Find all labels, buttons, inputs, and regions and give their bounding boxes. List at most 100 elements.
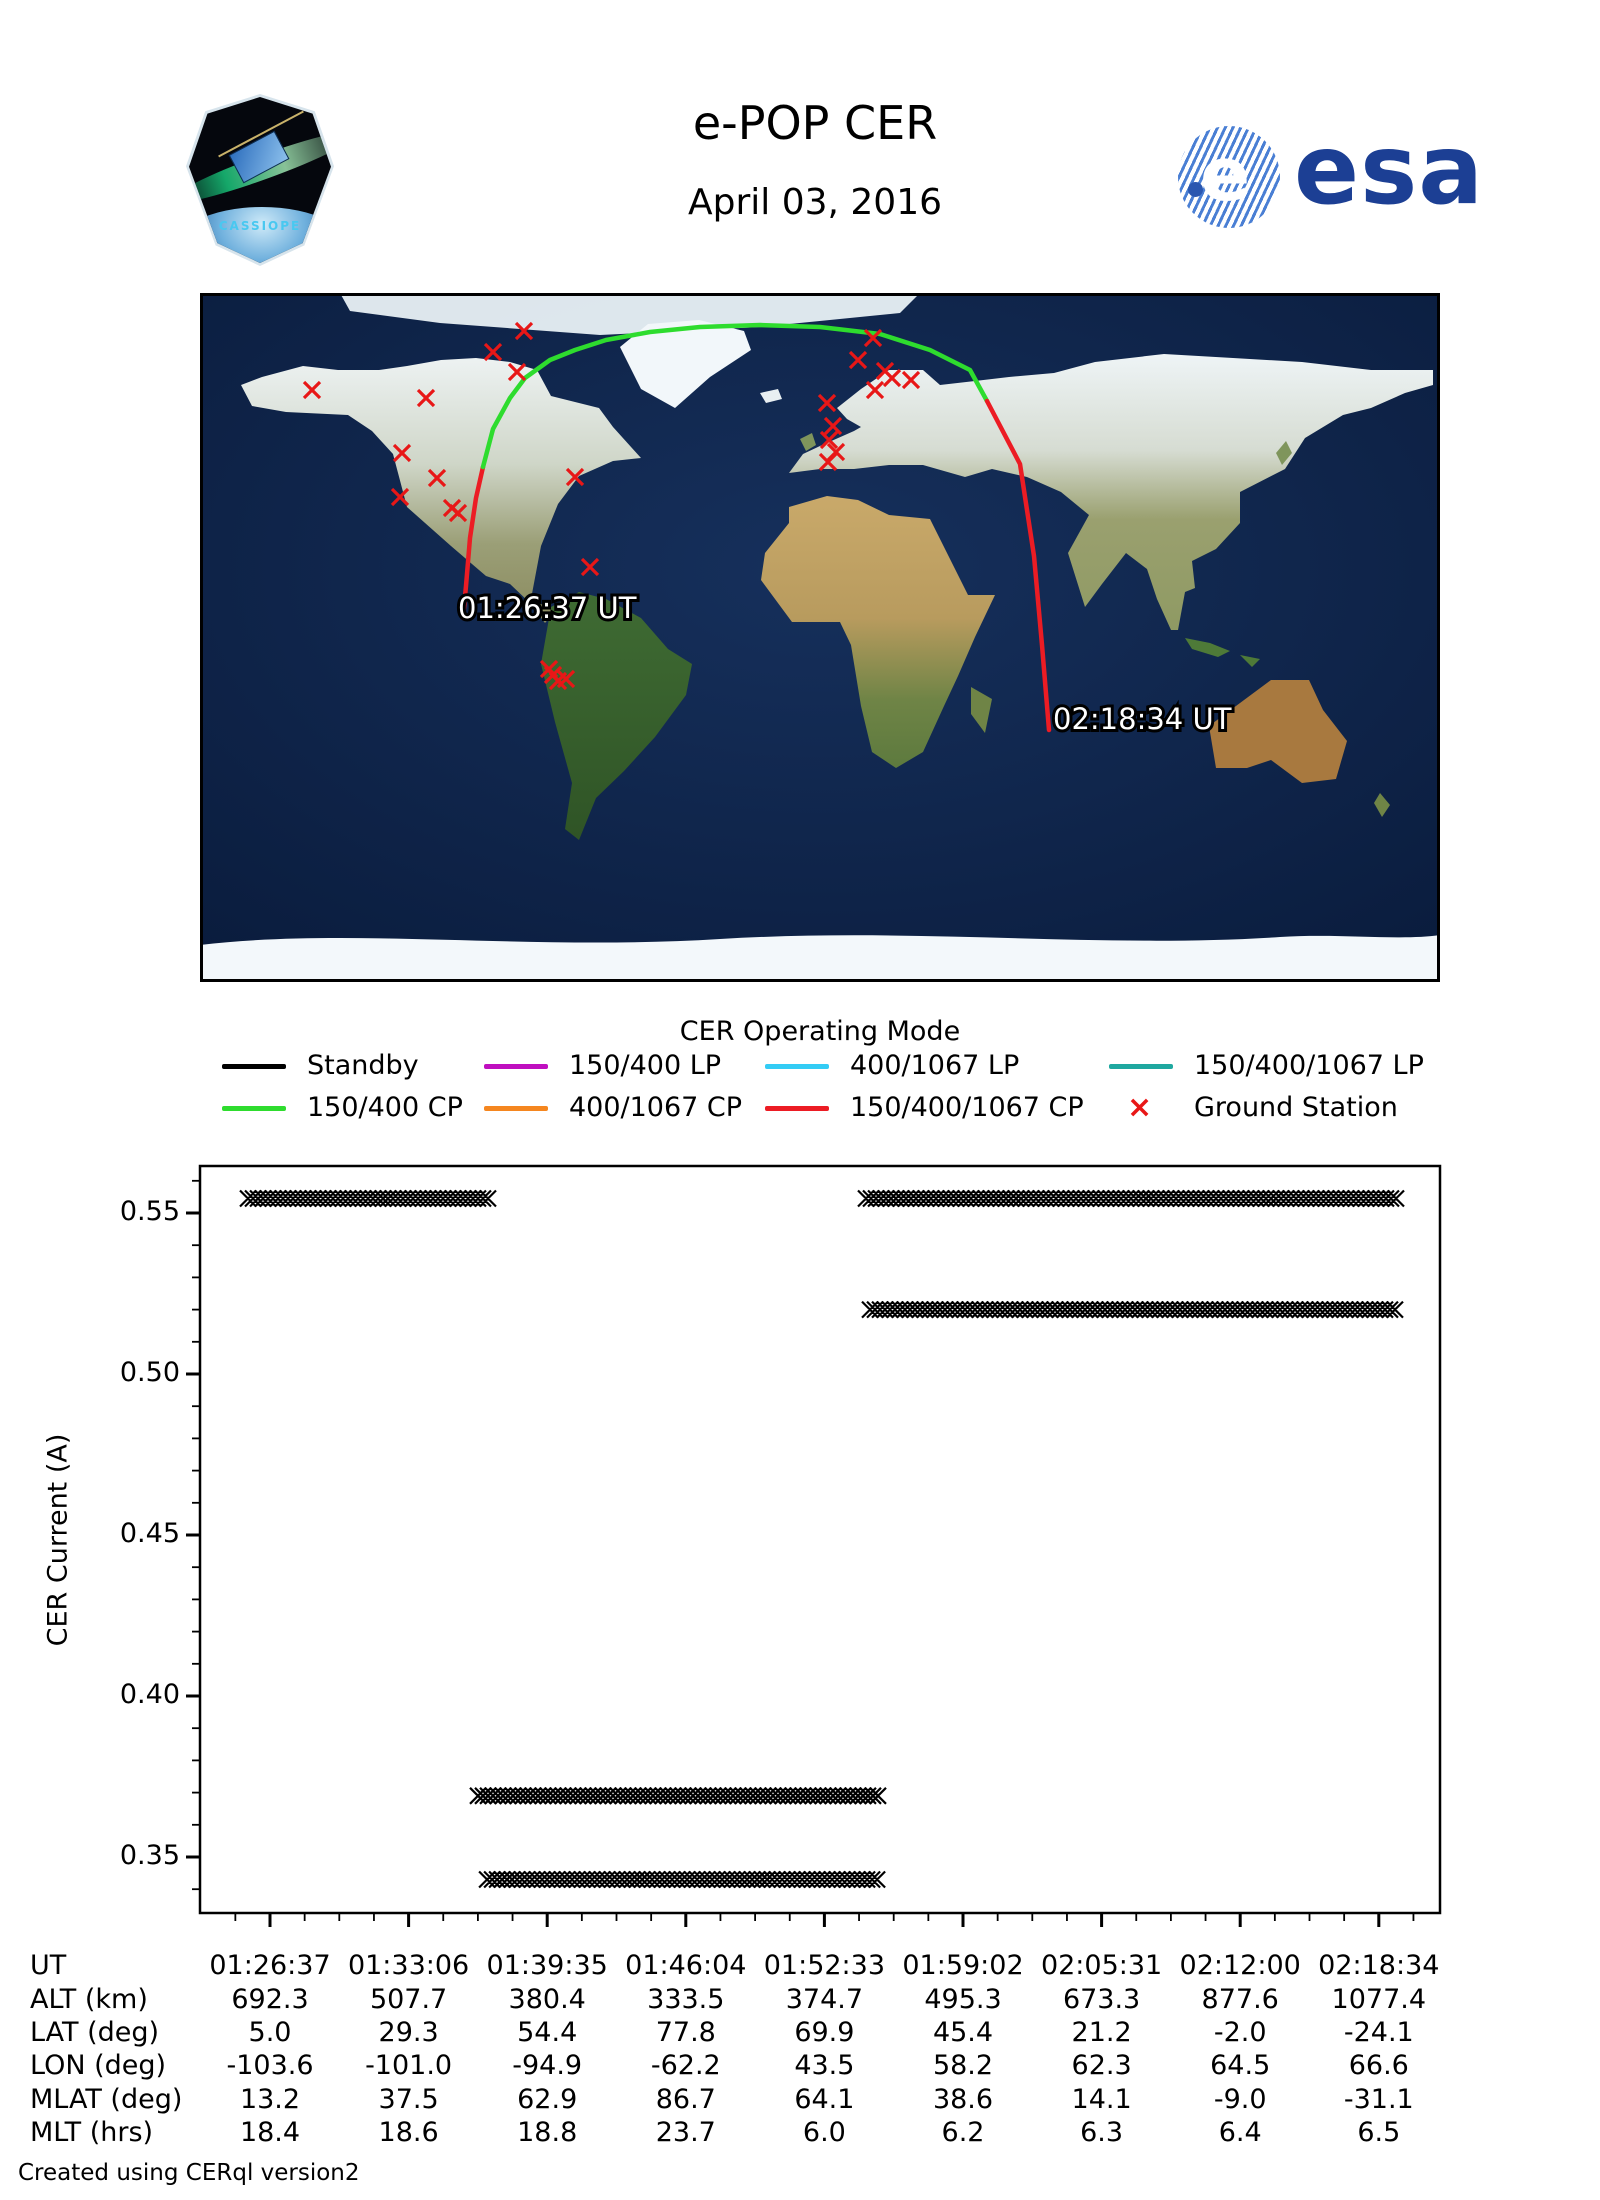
table-cell: -9.0 xyxy=(1213,2084,1267,2115)
table-cell: 45.4 xyxy=(932,2017,994,2048)
table-cell: 21.2 xyxy=(1071,2017,1132,2048)
table-cell: 62.9 xyxy=(517,2084,578,2115)
ground-station-icon xyxy=(390,487,410,507)
ground-station-icon xyxy=(448,503,468,523)
page-date: April 03, 2016 xyxy=(687,182,943,223)
page-title: e-POP CER xyxy=(692,96,938,150)
map-base-imagery xyxy=(200,293,1440,982)
legend-line-swatch xyxy=(222,1106,286,1111)
legend-item-label: 400/1067 CP xyxy=(569,1092,743,1123)
legend-line-swatch xyxy=(765,1106,829,1111)
legend-line-swatch xyxy=(484,1064,548,1069)
table-cell: 380.4 xyxy=(508,1984,586,2015)
table-row-label: ALT (km) xyxy=(30,1984,148,2015)
table-cell: 38.6 xyxy=(932,2084,994,2115)
cer-current-data-band xyxy=(478,1870,886,1889)
table-cell: 5.0 xyxy=(248,2017,292,2048)
table-cell: 01:26:37 xyxy=(209,1950,331,1981)
ground-station-icon xyxy=(848,350,868,370)
table-cell: 6.5 xyxy=(1357,2117,1401,2148)
ground-station-icon xyxy=(819,430,839,450)
y-tick-label: 0.50 xyxy=(119,1357,180,1388)
cer-current-data-band xyxy=(857,1189,1405,1208)
table-cell: 69.9 xyxy=(794,2017,855,2048)
orbit-track-segment xyxy=(460,464,486,621)
y-axis-label: CER Current (A) xyxy=(42,1433,74,1647)
orbit-track-segment xyxy=(480,322,990,470)
table-cell: -94.9 xyxy=(512,2050,583,2081)
table-cell: 14.1 xyxy=(1071,2084,1132,2115)
table-cell: 02:12:00 xyxy=(1179,1950,1301,1981)
ground-station-icon xyxy=(427,468,447,488)
ground-station-icon xyxy=(863,328,883,348)
legend-line-swatch xyxy=(1109,1064,1173,1069)
ground-station-icon xyxy=(580,557,600,577)
table-cell: 6.2 xyxy=(941,2117,985,2148)
table-cell: 01:33:06 xyxy=(347,1950,470,1981)
ground-station-icon xyxy=(818,452,838,472)
table-row-label: UT xyxy=(30,1950,67,1981)
table-row-label: MLAT (deg) xyxy=(30,2084,183,2115)
ground-station-icon xyxy=(514,321,534,341)
ground-station-icon xyxy=(882,368,902,388)
cer-current-data-band xyxy=(861,1300,1404,1319)
mission-patch-art: CASSIOPE xyxy=(189,97,331,263)
table-cell: 6.3 xyxy=(1080,2117,1124,2148)
track-start-time-label: 01:26:37 UT xyxy=(458,591,637,625)
table-cell: 54.4 xyxy=(517,2017,578,2048)
table-cell: 1077.4 xyxy=(1331,1984,1427,2015)
table-cell: -2.0 xyxy=(1213,2017,1267,2048)
table-cell: 58.2 xyxy=(932,2050,994,2081)
table-cell: 29.3 xyxy=(378,2017,439,2048)
legend-item-label: 150/400 CP xyxy=(307,1092,463,1123)
ground-station-icon xyxy=(392,443,412,463)
table-cell: -24.1 xyxy=(1343,2017,1414,2048)
esa-logo-wordmark: esa xyxy=(1294,114,1485,226)
table-cell: -101.0 xyxy=(365,2050,453,2081)
ground-station-icon xyxy=(817,393,837,413)
ground-station-icon xyxy=(865,380,885,400)
ground-station-icon xyxy=(507,362,527,382)
table-cell: 64.1 xyxy=(794,2084,855,2115)
legend-line-swatch xyxy=(484,1106,548,1111)
table-cell: 6.0 xyxy=(802,2117,846,2148)
track-end-time-label: 02:18:34 UT xyxy=(1053,702,1232,736)
table-row-label: LAT (deg) xyxy=(30,2017,160,2048)
cassiope-mission-patch: CASSIOPE xyxy=(186,94,334,266)
legend-item-label: 150/400/1067 CP xyxy=(850,1092,1084,1123)
ground-station-icon xyxy=(901,370,921,390)
world-map: 01:26:37 UT 02:18:34 UT xyxy=(200,293,1440,982)
legend-item-label: 150/400/1067 LP xyxy=(1194,1050,1424,1081)
map-border xyxy=(200,293,1440,982)
y-tick-label: 0.35 xyxy=(119,1840,180,1871)
table-cell: 692.3 xyxy=(231,1984,309,2015)
table-cell: 495.3 xyxy=(924,1984,1002,2015)
table-cell: 01:46:04 xyxy=(625,1950,747,1981)
esa-logo-emblem: e xyxy=(1178,126,1280,228)
ground-station-icon xyxy=(483,342,503,362)
ground-station-icon xyxy=(556,669,576,689)
table-cell: 6.4 xyxy=(1218,2117,1262,2148)
table-cell: 01:59:02 xyxy=(902,1950,1024,1981)
table-row-label: LON (deg) xyxy=(30,2050,167,2081)
cer-current-data-band xyxy=(239,1189,497,1208)
table-cell: 23.7 xyxy=(655,2117,716,2148)
table-cell: 64.5 xyxy=(1210,2050,1271,2081)
table-cell: 18.8 xyxy=(517,2117,578,2148)
table-cell: -31.1 xyxy=(1343,2084,1414,2115)
orbit-track-segment xyxy=(984,398,1052,733)
cer-current-data-band xyxy=(469,1787,887,1805)
ground-station-icon xyxy=(302,380,322,400)
y-tick-label: 0.40 xyxy=(119,1679,180,1710)
table-cell: -103.6 xyxy=(226,2050,314,2081)
table-cell: 86.7 xyxy=(655,2084,716,2115)
legend-item-label: Standby xyxy=(307,1050,419,1081)
legend-line-swatch xyxy=(222,1064,286,1069)
table-cell: 18.6 xyxy=(378,2117,439,2148)
earth-graphic xyxy=(189,207,331,263)
table-cell: 43.5 xyxy=(794,2050,855,2081)
table-cell: 02:05:31 xyxy=(1040,1950,1163,1981)
legend-title: CER Operating Mode xyxy=(679,1016,961,1047)
esa-logo-e: e xyxy=(1200,132,1251,218)
legend-item-label: Ground Station xyxy=(1194,1092,1398,1123)
